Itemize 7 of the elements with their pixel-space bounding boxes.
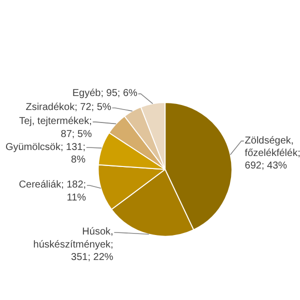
slice-label: Gyümölcsök; 131; 8%	[5, 142, 86, 166]
slice-label: Zsiradékok; 72; 5%	[26, 102, 112, 114]
slice-label: Zöldségek, főzelékfélék; 692; 43%	[244, 135, 300, 172]
slice-label: Tej, tejtermékek; 87; 5%	[19, 116, 92, 140]
slice-label: Húsok, húskészítmények; 351; 22%	[33, 226, 114, 264]
slice-label: Egyéb; 95; 6%	[72, 88, 138, 100]
slice-label: Cereáliák; 182; 11%	[18, 180, 86, 204]
